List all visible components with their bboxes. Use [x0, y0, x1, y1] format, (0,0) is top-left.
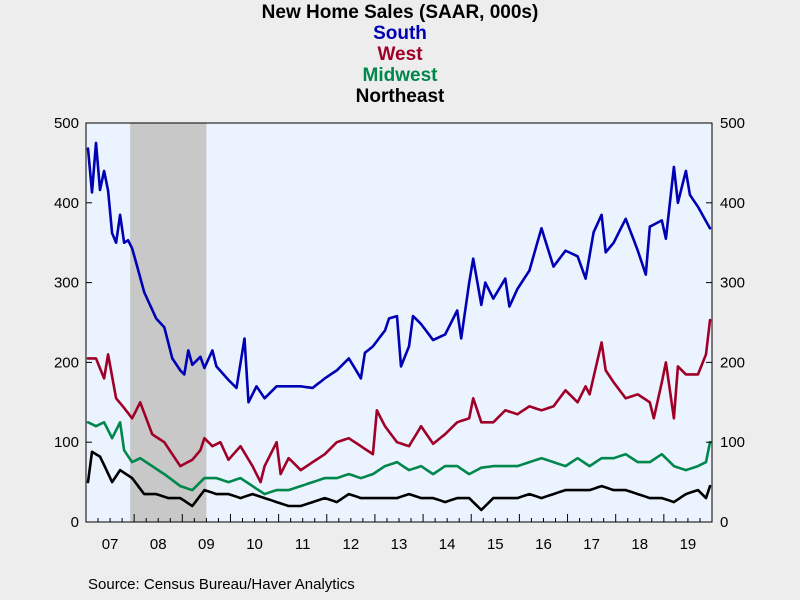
- x-tick-label: 07: [102, 536, 119, 553]
- x-tick-label: 10: [246, 536, 263, 553]
- x-tick-label: 16: [535, 536, 552, 553]
- chart-title: New Home Sales (SAAR, 000s): [261, 2, 539, 23]
- y-tick-label-left: 400: [54, 195, 79, 212]
- recession-band: [130, 123, 207, 522]
- source-note: Source: Census Bureau/Haver Analytics: [88, 576, 355, 593]
- series-line-midwest: [86, 421, 712, 496]
- y-tick-label-right: 500: [720, 115, 745, 132]
- y-tick-label-left: 200: [54, 354, 79, 371]
- legend-northeast: Northeast: [355, 86, 445, 107]
- y-tick-label-right: 200: [720, 354, 745, 371]
- series-line-northeast: [86, 450, 712, 512]
- legend-west: West: [377, 44, 423, 65]
- y-tick-label-left: 100: [54, 434, 79, 451]
- x-tick-label: 11: [295, 536, 311, 553]
- x-tick-label: 17: [583, 536, 600, 553]
- x-tick-label: 08: [150, 536, 167, 553]
- x-tick-label: 18: [631, 536, 648, 553]
- x-tick-label: 12: [343, 536, 360, 553]
- y-tick-label-right: 300: [720, 275, 745, 292]
- x-tick-label: 13: [391, 536, 408, 553]
- series-line-south: [86, 141, 712, 404]
- y-tick-label-left: 0: [71, 514, 79, 531]
- x-tick-label: 14: [439, 536, 456, 553]
- series-line-west: [86, 318, 712, 484]
- y-tick-label-left: 500: [54, 115, 79, 132]
- y-tick-label-right: 0: [720, 514, 728, 531]
- x-tick-label: 19: [680, 536, 697, 553]
- legend-south: South: [373, 23, 427, 44]
- y-tick-label-left: 300: [54, 275, 79, 292]
- chart-title-block: New Home Sales (SAAR, 000s) South West M…: [0, 2, 800, 107]
- y-tick-label-right: 400: [720, 195, 745, 212]
- x-tick-label: 15: [487, 536, 504, 553]
- y-tick-label-right: 100: [720, 434, 745, 451]
- x-tick-label: 09: [198, 536, 215, 553]
- legend-midwest: Midwest: [362, 65, 438, 86]
